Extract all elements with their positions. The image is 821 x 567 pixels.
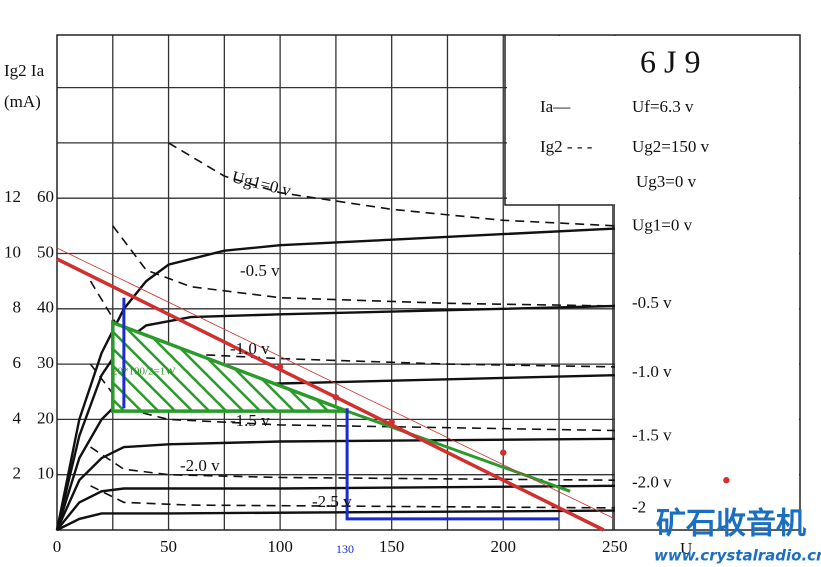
point [388,418,395,426]
curve-label: -2.5 v [312,492,352,511]
curve-label: -0.5 v [240,261,280,280]
y2-tick-label: 6 [13,353,22,372]
line [168,142,615,227]
curve-label: -1.5 v [632,426,672,445]
y2-tick-label: 10 [4,242,21,261]
y2-tick-label: 12 [4,187,21,206]
curve-label: Ug1=0 v [230,167,293,200]
curve-label: -2 [632,498,646,517]
x-tick-label: 50 [160,537,177,556]
line [346,409,571,493]
curve-label: Ug1=0 v [632,216,693,235]
annotation: 20*100/2=1W [112,366,176,378]
y2-tick-label: 2 [13,464,22,483]
line [55,437,615,531]
curve-label: -2.0 v [632,473,672,492]
y-axis-unit: (mA) [4,92,41,111]
y-tick-label: 20 [37,408,54,427]
hatched-area [111,320,348,413]
point [276,363,284,371]
curve-label: -1.5 v [230,411,270,430]
y2-tick-label: 4 [13,408,22,427]
y-tick-label: 50 [37,242,54,261]
y2-tick-label: 8 [13,298,22,317]
line [55,304,615,531]
curve-label: -0.5 v [632,293,672,312]
line [56,247,615,520]
line [56,509,615,532]
annotation: 130 [336,542,354,556]
x-tick-label: 0 [53,537,62,556]
curve-label: -1.0 v [230,339,270,358]
y-axis-label: Ig2 Ia [4,61,45,80]
line [112,225,615,307]
x-tick-label: 100 [267,537,293,556]
point [332,394,340,401]
watermark: www.crystalradio.cn [654,547,821,565]
y-tick-label: 40 [37,298,54,317]
legend-text: Ia— [540,97,571,116]
point [500,449,507,456]
curve-label: -1.0 v [632,362,672,381]
frame [56,34,801,531]
line [56,257,605,532]
line [90,485,615,509]
label-area [615,204,799,530]
watermark: 矿石收音机 [656,507,806,542]
y-tick-label: 30 [37,353,54,372]
curve-label: -2.0 v [180,456,220,475]
line [345,408,559,521]
line [55,227,615,531]
chart-title: 6 J 9 [640,43,700,79]
y-tick-label: 60 [37,187,54,206]
x-tick-label: 250 [602,537,628,556]
curves [55,142,730,532]
x-tick-label: 150 [379,537,405,556]
legend-text: Ug2=150 v [632,137,710,156]
line [56,484,615,531]
point [723,477,730,484]
x-axis-label: U [680,539,692,558]
legend-text: Ug3=0 v [636,172,697,191]
legend-box [507,36,799,204]
line [90,446,615,481]
y-tick-label: 10 [37,464,54,483]
legend-text: Uf=6.3 v [632,97,694,116]
x-tick-label: 200 [490,537,516,556]
legend-text: Ig2 - - - [540,137,593,156]
